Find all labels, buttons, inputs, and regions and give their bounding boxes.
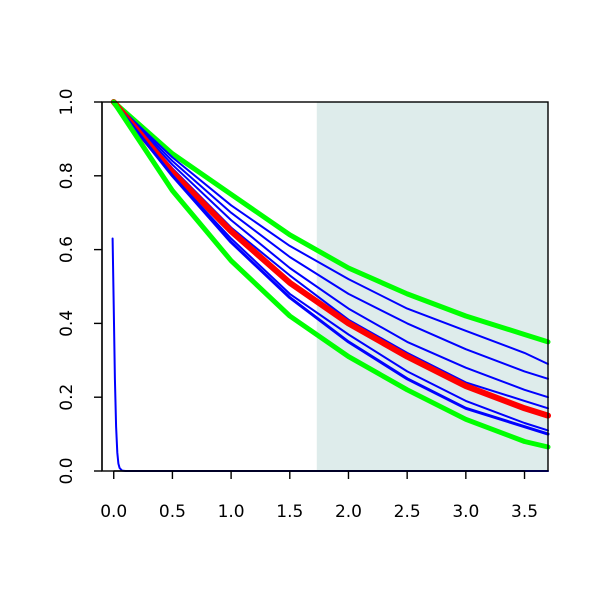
series-line-3 (112, 101, 549, 380)
x-tick-label: 2.0 (335, 502, 362, 522)
shaded-region (316, 102, 548, 471)
series-line-4 (112, 101, 549, 399)
y-axis: 0.0 0.2 0.4 0.6 0.8 1.0 (57, 88, 103, 485)
series-line-2 (112, 101, 549, 365)
y-tick-label: 0.6 (57, 236, 77, 263)
series-line-8 (112, 100, 550, 436)
x-tick-label: 1.5 (276, 502, 303, 522)
x-axis: 0.0 0.5 1.0 1.5 2.0 2.5 3.0 3.5 (100, 470, 538, 522)
y-tick-label: 0.2 (57, 384, 77, 411)
series-line-1 (111, 99, 551, 345)
x-tick-label: 3.5 (511, 502, 538, 522)
series-line-6 (110, 99, 551, 419)
y-tick-label: 0.0 (57, 457, 77, 484)
x-tick-label: 2.5 (394, 502, 421, 522)
x-tick-label: 3.0 (452, 502, 479, 522)
x-tick-label: 0.0 (100, 502, 127, 522)
series-line-9 (111, 99, 551, 450)
y-tick-label: 0.4 (57, 310, 77, 337)
x-tick-label: 1.0 (218, 502, 245, 522)
x-tick-label: 0.5 (159, 502, 186, 522)
y-tick-label: 0.8 (57, 162, 77, 189)
y-tick-label: 1.0 (57, 88, 77, 115)
